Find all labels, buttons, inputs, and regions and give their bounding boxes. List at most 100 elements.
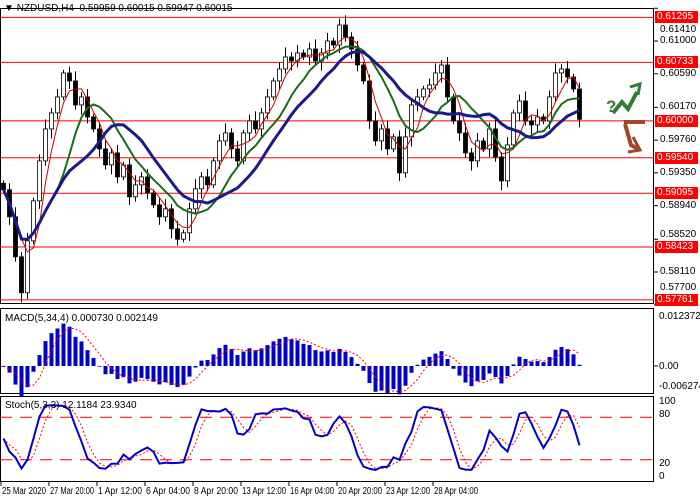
bear-candle xyxy=(445,64,450,98)
time-axis-label: 16 Apr 04:00 xyxy=(290,486,335,497)
level-price-tag: 0.59095 xyxy=(655,187,698,199)
level-price-tag: 0.60000 xyxy=(655,115,698,127)
macd-bar xyxy=(313,350,318,366)
macd-bar xyxy=(31,366,36,372)
macd-bar xyxy=(241,351,246,366)
stoch-panel xyxy=(0,396,654,482)
bear-candle xyxy=(361,64,366,82)
price-axis-label: 0.57700 xyxy=(660,282,697,293)
macd-bar xyxy=(115,366,120,379)
ma-slow-line xyxy=(2,50,581,241)
macd-bar xyxy=(217,348,222,366)
macd-bar xyxy=(481,366,486,381)
up-arrow-icon xyxy=(611,91,639,115)
macd-bar xyxy=(511,364,516,366)
bull-candle xyxy=(283,56,288,70)
bear-candle xyxy=(463,132,468,154)
macd-bar xyxy=(427,356,432,366)
low-value: 0.59947 xyxy=(157,3,194,14)
macd-bar xyxy=(493,366,498,378)
macd-bar xyxy=(133,366,138,382)
macd-bar xyxy=(385,366,390,394)
bear-candle xyxy=(529,120,534,126)
macd-bar xyxy=(319,351,324,366)
bull-candle xyxy=(307,48,312,58)
macd-bar xyxy=(91,357,96,366)
macd-bar xyxy=(475,366,480,382)
macd-bar xyxy=(577,364,582,366)
macd-bar xyxy=(529,361,534,366)
time-axis-label: 27 Mar 20:00 xyxy=(50,486,95,497)
collapse-triangle-icon[interactable]: ▼ xyxy=(4,3,14,14)
bull-candle xyxy=(271,80,276,98)
macd-bar xyxy=(541,362,546,366)
bear-candle xyxy=(523,100,528,122)
bear-candle xyxy=(457,120,462,134)
bear-candle xyxy=(19,256,24,294)
bear-candle xyxy=(565,68,570,78)
bear-candle xyxy=(169,208,174,230)
price-axis-label: 0.61410 xyxy=(660,24,697,35)
level-price-tag: 0.60733 xyxy=(655,56,698,68)
bear-candle xyxy=(499,156,504,182)
bear-candle xyxy=(91,116,96,130)
bear-candle xyxy=(67,72,72,82)
bear-candle xyxy=(493,128,498,158)
price-axis-label: 0.61000 xyxy=(660,35,697,46)
macd-bar xyxy=(517,356,522,366)
macd-bar xyxy=(373,366,378,392)
macd-bar xyxy=(367,366,372,384)
bull-candle xyxy=(37,160,42,202)
open-value: 0.59959 xyxy=(79,3,116,14)
macd-bar xyxy=(67,326,72,366)
macd-label: MACD(5,34,4) 0.000730 0.002149 xyxy=(5,313,158,324)
price-axis-label: 0.58110 xyxy=(660,266,696,277)
ma-mid-line xyxy=(2,45,580,241)
bull-candle xyxy=(109,152,114,166)
macd-bar xyxy=(259,348,264,366)
bull-candle xyxy=(427,84,432,90)
stoch-axis-0: 0 xyxy=(659,471,665,482)
bull-candle xyxy=(337,24,342,46)
price-axis-label: 0.60170 xyxy=(660,101,697,112)
macd-bar xyxy=(247,348,252,366)
macd-bar xyxy=(445,359,450,366)
time-axis-label: 1 Apr 12:00 xyxy=(98,486,142,497)
bull-candle xyxy=(79,96,84,106)
bear-candle xyxy=(349,36,354,50)
bear-candle xyxy=(229,132,234,150)
stoch-axis-80: 80 xyxy=(659,409,671,420)
bear-candle xyxy=(103,148,108,166)
bull-candle xyxy=(277,68,282,82)
bear-candle xyxy=(235,148,240,162)
macd-bar xyxy=(145,366,150,380)
bear-candle xyxy=(73,80,78,106)
stoch-signal-line xyxy=(3,404,580,470)
bear-candle xyxy=(115,152,120,178)
bull-candle xyxy=(391,136,396,150)
macd-bar xyxy=(127,366,132,384)
macd-bar xyxy=(547,357,552,366)
macd-bar xyxy=(469,366,474,387)
macd-bar xyxy=(181,366,186,385)
macd-bar xyxy=(235,354,240,366)
bull-candle xyxy=(31,200,36,242)
bull-candle xyxy=(295,52,300,62)
bear-candle xyxy=(373,120,378,142)
symbol-header: ▼ NZDUSD,H4 0.59959 0.60015 0.59947 0.60… xyxy=(4,3,232,14)
macd-bar xyxy=(109,366,114,374)
macd-bar xyxy=(79,341,84,366)
bull-candle xyxy=(223,132,228,142)
macd-bar xyxy=(277,338,282,366)
macd-bar xyxy=(73,336,78,366)
macd-bar xyxy=(343,351,348,366)
macd-bar xyxy=(535,360,540,366)
macd-bar xyxy=(187,366,192,377)
bear-candle xyxy=(481,140,486,150)
bull-candle xyxy=(547,96,552,122)
level-price-tag: 0.61295 xyxy=(655,11,698,23)
macd-bar xyxy=(265,345,270,366)
macd-bar xyxy=(283,336,288,366)
bear-candle xyxy=(253,120,258,130)
